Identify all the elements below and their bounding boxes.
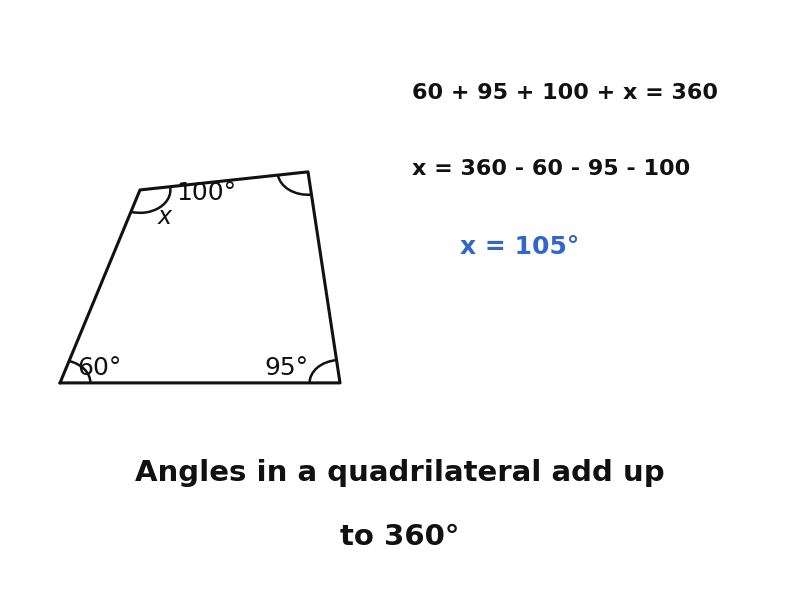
Text: Angles in a quadrilateral add up: Angles in a quadrilateral add up xyxy=(135,459,665,487)
Text: 60 + 95 + 100 + x = 360: 60 + 95 + 100 + x = 360 xyxy=(412,83,718,104)
Text: x = 360 - 60 - 95 - 100: x = 360 - 60 - 95 - 100 xyxy=(412,159,690,179)
Text: x: x xyxy=(158,205,171,229)
Text: 95°: 95° xyxy=(264,356,308,380)
Text: x = 105°: x = 105° xyxy=(460,235,579,259)
Text: to 360°: to 360° xyxy=(340,523,460,551)
Text: 60°: 60° xyxy=(78,356,122,380)
Text: 100°: 100° xyxy=(176,181,236,205)
